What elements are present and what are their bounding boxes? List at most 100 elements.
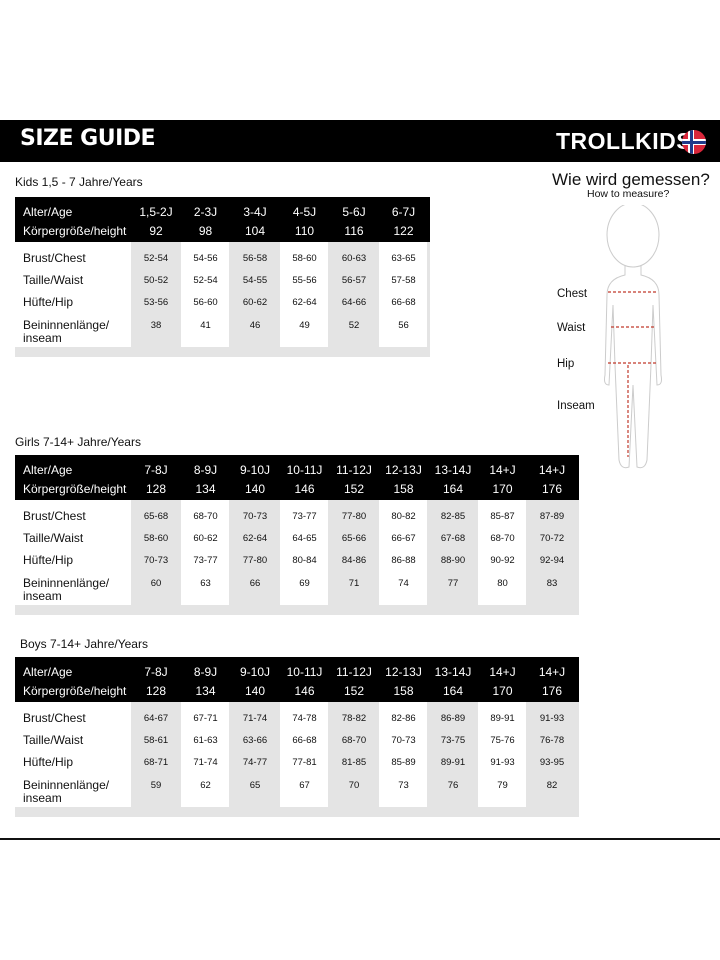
inseam-cell: 74 bbox=[398, 578, 409, 589]
row-label-hip: Hüfte/Hip bbox=[23, 553, 74, 567]
chest-cell: 74-78 bbox=[292, 713, 317, 724]
hip-cell: 70-73 bbox=[143, 555, 169, 566]
row-label-inseam: Beininnenlänge/ bbox=[23, 778, 110, 792]
chest-cell: 64-67 bbox=[143, 713, 169, 724]
row-label-height: Körpergröße/height bbox=[23, 224, 127, 238]
row-label-age: Alter/Age bbox=[23, 665, 73, 679]
column-bg bbox=[378, 702, 427, 807]
waist-cell: 63-66 bbox=[242, 735, 268, 746]
inseam-cell: 83 bbox=[546, 578, 558, 589]
waist-cell: 67-68 bbox=[440, 533, 466, 544]
height-cell: 164 bbox=[442, 482, 464, 496]
waist-cell: 58-60 bbox=[143, 533, 169, 544]
row-label-chest: Brust/Chest bbox=[23, 251, 86, 265]
column-bg bbox=[527, 702, 576, 807]
waist-cell: 52-54 bbox=[193, 275, 218, 286]
column-bg bbox=[180, 702, 229, 807]
height-cell: 92 bbox=[149, 224, 163, 238]
inseam-cell: 38 bbox=[150, 320, 162, 331]
hip-cell: 88-90 bbox=[440, 555, 466, 566]
height-cell: 146 bbox=[294, 482, 315, 496]
age-cell: 9-10J bbox=[239, 463, 271, 477]
column-bg bbox=[180, 500, 229, 605]
page-title: SIZE GUIDE bbox=[20, 126, 156, 151]
hip-cell: 77-81 bbox=[292, 757, 317, 768]
inseam-cell: 79 bbox=[497, 780, 508, 791]
chest-cell: 77-80 bbox=[341, 511, 367, 522]
inseam-cell: 65 bbox=[249, 780, 261, 791]
waist-cell: 62-64 bbox=[242, 533, 268, 544]
column-bg bbox=[329, 702, 378, 807]
brand-logo: TROLLKIDS bbox=[556, 128, 693, 154]
chest-cell: 68-70 bbox=[193, 511, 218, 522]
inseam-cell: 56 bbox=[398, 320, 409, 331]
age-cell: 8-9J bbox=[193, 665, 218, 679]
chest-label: Chest bbox=[557, 288, 588, 300]
column-bg bbox=[428, 500, 477, 605]
table-title: Girls 7-14+ Jahre/Years bbox=[15, 435, 141, 449]
column-bg bbox=[180, 242, 229, 347]
column-bg bbox=[378, 242, 427, 347]
column-bg bbox=[279, 242, 328, 347]
hip-cell: 84-86 bbox=[341, 555, 367, 566]
height-cell: 152 bbox=[343, 684, 365, 698]
table-header: Alter/Age Körpergröße/height bbox=[15, 657, 579, 702]
row-label-waist: Taille/Waist bbox=[23, 273, 84, 287]
inseam-cell: 66 bbox=[249, 578, 261, 589]
inseam-cell: 82 bbox=[546, 780, 558, 791]
age-cell: 12-13J bbox=[385, 463, 422, 477]
waist-cell: 54-55 bbox=[242, 275, 268, 286]
waist-cell: 60-62 bbox=[193, 533, 218, 544]
column-bg bbox=[131, 500, 180, 605]
waist-label: Waist bbox=[557, 322, 586, 334]
table-header: Alter/Age Körpergröße/height bbox=[15, 455, 579, 500]
chest-cell: 58-60 bbox=[292, 253, 317, 264]
inseam-cell: 49 bbox=[299, 320, 310, 331]
hip-cell: 60-62 bbox=[242, 297, 268, 308]
height-cell: 122 bbox=[393, 224, 414, 238]
column-bg bbox=[131, 702, 180, 807]
chest-cell: 56-58 bbox=[242, 253, 268, 264]
waist-cell: 66-67 bbox=[391, 533, 416, 544]
column-bg bbox=[131, 242, 180, 347]
height-cell: 98 bbox=[198, 224, 213, 238]
norway-flag-icon bbox=[682, 130, 706, 154]
age-cell: 11-12J bbox=[336, 463, 372, 477]
header-bar: SIZE GUIDE TROLLKIDS bbox=[0, 120, 720, 162]
hip-cell: 89-91 bbox=[440, 757, 466, 768]
height-cell: 140 bbox=[244, 684, 266, 698]
waist-cell: 70-73 bbox=[391, 735, 416, 746]
inseam-label: Inseam bbox=[557, 400, 595, 412]
row-label-inseam-2: inseam bbox=[23, 589, 62, 603]
row-label-inseam: Beininnenlänge/ bbox=[23, 576, 110, 590]
waist-cell: 56-57 bbox=[341, 275, 367, 286]
chest-cell: 78-82 bbox=[341, 713, 367, 724]
inseam-cell: 67 bbox=[299, 780, 310, 791]
size-table: Alter/Age Körpergröße/height Brust/Chest Ta… bbox=[15, 657, 579, 817]
table-title: Kids 1,5 - 7 Jahre/Years bbox=[15, 175, 143, 189]
age-cell: 13-14J bbox=[434, 665, 472, 679]
column-bg bbox=[527, 500, 576, 605]
height-cell: 176 bbox=[541, 684, 563, 698]
height-cell: 152 bbox=[343, 482, 365, 496]
chest-cell: 60-63 bbox=[341, 253, 367, 264]
table-header: Alter/Age Körpergröße/height bbox=[15, 197, 430, 242]
hip-cell: 93-95 bbox=[539, 757, 565, 768]
chest-cell: 54-56 bbox=[193, 253, 218, 264]
age-cell: 14+J bbox=[538, 665, 566, 679]
body-figure-icon bbox=[604, 205, 662, 469]
hip-cell: 85-89 bbox=[391, 757, 416, 768]
age-cell: 14+J bbox=[489, 463, 516, 477]
chest-cell: 63-65 bbox=[391, 253, 416, 264]
label-column bbox=[15, 500, 131, 605]
row-label-age: Alter/Age bbox=[23, 463, 73, 477]
age-cell: 1,5-2J bbox=[139, 205, 173, 219]
age-cell: 8-9J bbox=[193, 463, 218, 477]
height-cell: 104 bbox=[244, 224, 266, 238]
label-column bbox=[15, 242, 131, 347]
hip-cell: 73-77 bbox=[193, 555, 218, 566]
divider bbox=[0, 838, 720, 840]
height-cell: 164 bbox=[442, 684, 464, 698]
chest-cell: 65-68 bbox=[143, 511, 169, 522]
row-label-waist: Taille/Waist bbox=[23, 531, 84, 545]
